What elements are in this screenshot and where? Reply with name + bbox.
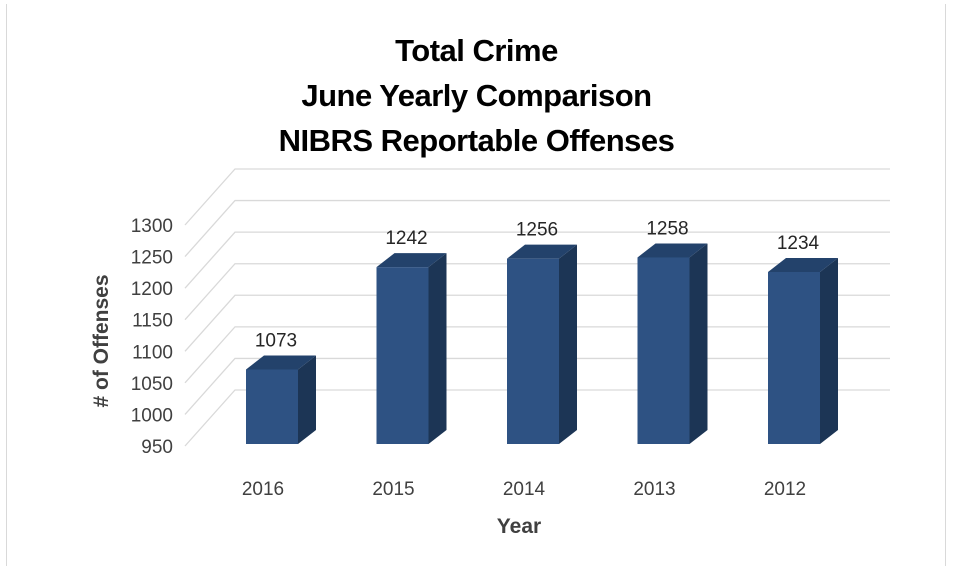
bar-top bbox=[768, 257, 838, 272]
x-tick-label: 2016 bbox=[242, 479, 284, 500]
chart-title: Total Crime June Yearly Comparison NIBRS… bbox=[0, 28, 953, 163]
bar bbox=[376, 253, 447, 444]
bar-side bbox=[559, 244, 577, 444]
data-label: 1256 bbox=[516, 220, 558, 241]
data-label: 1234 bbox=[777, 233, 820, 254]
gridline bbox=[184, 168, 890, 226]
bar-side bbox=[820, 257, 838, 444]
chart-frame bbox=[6, 4, 946, 566]
bar-top bbox=[507, 244, 577, 259]
bar-front bbox=[376, 267, 429, 444]
bar-front bbox=[637, 257, 690, 444]
y-tick-label: 1300 bbox=[131, 216, 173, 237]
gridline bbox=[184, 199, 890, 258]
y-tick-label: 1100 bbox=[132, 342, 173, 363]
gridline bbox=[184, 231, 890, 289]
y-tick-label: 1250 bbox=[131, 248, 173, 269]
bar-side bbox=[428, 253, 447, 444]
x-tick-label: 2015 bbox=[372, 479, 414, 500]
bar-top bbox=[246, 355, 316, 370]
bar-side bbox=[298, 355, 316, 444]
y-tick-label: 1150 bbox=[132, 311, 173, 332]
chart-title-line-2: June Yearly Comparison bbox=[301, 78, 652, 113]
bar bbox=[637, 243, 708, 444]
bar bbox=[768, 257, 838, 444]
y-tick-label: 1200 bbox=[131, 279, 173, 300]
data-label: 1258 bbox=[646, 218, 688, 239]
data-labels: 1073 1242 1256 1258 1234 bbox=[255, 218, 820, 351]
data-label: 1242 bbox=[385, 228, 427, 249]
bar-front bbox=[246, 369, 298, 444]
bar bbox=[507, 244, 577, 444]
y-tick-label: 950 bbox=[141, 437, 173, 458]
data-label: 1073 bbox=[255, 330, 297, 351]
y-axis-ticks: 1300 1250 1200 1150 1100 1050 1000 950 bbox=[131, 216, 173, 458]
bar bbox=[246, 355, 316, 444]
x-tick-label: 2014 bbox=[503, 479, 546, 500]
bars bbox=[246, 243, 838, 444]
bar-front bbox=[768, 271, 820, 444]
x-axis-categories: 2016 2015 2014 2013 2012 bbox=[242, 479, 806, 500]
x-tick-label: 2012 bbox=[764, 479, 806, 500]
x-tick-label: 2013 bbox=[633, 479, 675, 500]
y-axis-title: # of Offenses bbox=[90, 274, 113, 407]
chart-title-line-1: Total Crime bbox=[395, 33, 558, 68]
bar-front bbox=[507, 258, 559, 444]
x-axis-title: Year bbox=[497, 515, 541, 538]
y-tick-label: 1050 bbox=[131, 374, 173, 395]
bar-top bbox=[637, 243, 708, 258]
y-tick-label: 1000 bbox=[131, 405, 173, 426]
bar-top bbox=[376, 253, 447, 268]
bar-side bbox=[689, 243, 708, 444]
chart-title-line-3: NIBRS Reportable Offenses bbox=[278, 123, 675, 158]
